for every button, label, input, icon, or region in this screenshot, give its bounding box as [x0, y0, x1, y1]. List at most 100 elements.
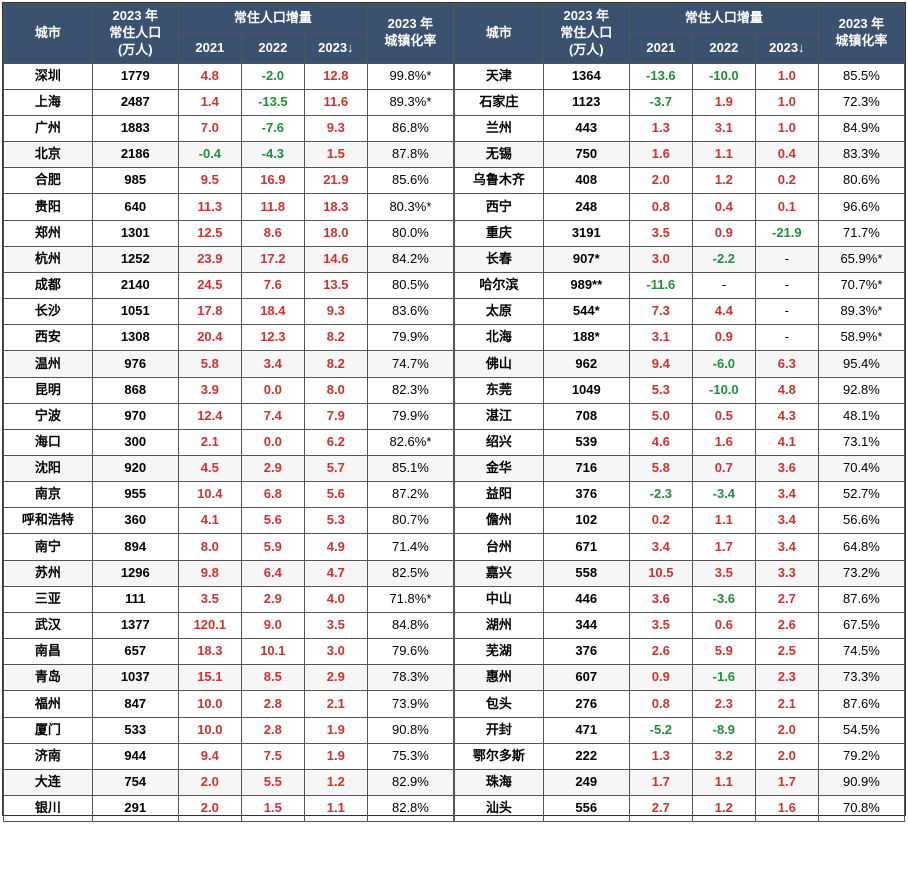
- cell-urban: 83.3%: [818, 142, 904, 168]
- cell-d22: 2.9: [241, 586, 304, 612]
- cell-pop: 443: [543, 115, 629, 141]
- cell-pop: 847: [92, 691, 178, 717]
- cell-d23: 1.5: [304, 142, 367, 168]
- cell-d21: -13.6: [629, 63, 692, 89]
- cell-d21: -5.2: [629, 717, 692, 743]
- cell-d23: 5.7: [304, 456, 367, 482]
- cell-pop: 1364: [543, 63, 629, 89]
- cell-pop: 1779: [92, 63, 178, 89]
- cell-d23: 0.2: [755, 168, 818, 194]
- cell-d23: 7.9: [304, 403, 367, 429]
- cell-d23: 12.8: [304, 63, 367, 89]
- cell-city: 郑州: [4, 220, 93, 246]
- cell-d21: 11.3: [178, 194, 241, 220]
- cell-d22: 5.9: [692, 639, 755, 665]
- cell-d23: 4.1: [755, 429, 818, 455]
- cell-d22: 5.6: [241, 508, 304, 534]
- cell-d21: 4.5: [178, 456, 241, 482]
- cell-d22: 5.5: [241, 769, 304, 795]
- cell-city: 深圳: [4, 63, 93, 89]
- cell-d23: 9.3: [304, 299, 367, 325]
- cell-d23: 2.6: [755, 612, 818, 638]
- cell-d22: 11.8: [241, 194, 304, 220]
- col-2021: 2021: [178, 33, 241, 63]
- cell-pop: 1308: [92, 325, 178, 351]
- cell-city: 芜湖: [455, 639, 544, 665]
- cell-city: 湛江: [455, 403, 544, 429]
- cell-d23: 18.0: [304, 220, 367, 246]
- cell-city: 佛山: [455, 351, 544, 377]
- cell-d21: 10.5: [629, 560, 692, 586]
- cell-urban: 73.9%: [367, 691, 453, 717]
- cell-urban: 96.6%: [818, 194, 904, 220]
- cell-city: 长沙: [4, 299, 93, 325]
- table-row: 广州 1883 7.0 -7.6 9.3 86.8%: [4, 115, 454, 141]
- table-row: 沈阳 920 4.5 2.9 5.7 85.1%: [4, 456, 454, 482]
- cell-city: 苏州: [4, 560, 93, 586]
- table-header: 城市 2023 年常住人口(万人) 常住人口增量 2023 年城镇化率 2021…: [455, 4, 905, 64]
- table-row: 中山 446 3.6 -3.6 2.7 87.6%: [455, 586, 905, 612]
- cell-city: 银川: [4, 796, 93, 822]
- cell-urban: 67.5%: [818, 612, 904, 638]
- cell-city: 三亚: [4, 586, 93, 612]
- col-city: 城市: [455, 4, 544, 64]
- cell-pop: 376: [543, 639, 629, 665]
- cell-d22: -6.0: [692, 351, 755, 377]
- cell-d21: 24.5: [178, 272, 241, 298]
- cell-d21: 120.1: [178, 612, 241, 638]
- cell-pop: 360: [92, 508, 178, 534]
- cell-city: 北京: [4, 142, 93, 168]
- cell-city: 惠州: [455, 665, 544, 691]
- cell-urban: 84.9%: [818, 115, 904, 141]
- cell-d22: 3.4: [241, 351, 304, 377]
- cell-d21: 2.0: [629, 168, 692, 194]
- cell-d23: 3.0: [304, 639, 367, 665]
- cell-d22: 0.9: [692, 220, 755, 246]
- cell-urban: 90.8%: [367, 717, 453, 743]
- cell-pop: 985: [92, 168, 178, 194]
- cell-d22: 3.1: [692, 115, 755, 141]
- cell-city: 鄂尔多斯: [455, 743, 544, 769]
- table-row: 温州 976 5.8 3.4 8.2 74.7%: [4, 351, 454, 377]
- cell-d21: 9.5: [178, 168, 241, 194]
- table-row: 惠州 607 0.9 -1.6 2.3 73.3%: [455, 665, 905, 691]
- cell-urban: 70.8%: [818, 796, 904, 822]
- cell-d22: 1.1: [692, 508, 755, 534]
- cell-pop: 1049: [543, 377, 629, 403]
- table-row: 金华 716 5.8 0.7 3.6 70.4%: [455, 456, 905, 482]
- cell-d23: -: [755, 272, 818, 298]
- cell-d23: 8.2: [304, 325, 367, 351]
- cell-d23: 1.9: [304, 717, 367, 743]
- cell-d22: -2.0: [241, 63, 304, 89]
- cell-city: 福州: [4, 691, 93, 717]
- table-right: 城市 2023 年常住人口(万人) 常住人口增量 2023 年城镇化率 2021…: [454, 3, 905, 822]
- cell-d23: 2.1: [304, 691, 367, 717]
- table-row: 开封 471 -5.2 -8.9 2.0 54.5%: [455, 717, 905, 743]
- cell-d23: 0.1: [755, 194, 818, 220]
- cell-pop: 1377: [92, 612, 178, 638]
- cell-pop: 1123: [543, 89, 629, 115]
- table-row: 包头 276 0.8 2.3 2.1 87.6%: [455, 691, 905, 717]
- cell-d22: 1.6: [692, 429, 755, 455]
- cell-d21: 1.4: [178, 89, 241, 115]
- table-row: 佛山 962 9.4 -6.0 6.3 95.4%: [455, 351, 905, 377]
- table-row: 汕头 556 2.7 1.2 1.6 70.8%: [455, 796, 905, 822]
- cell-d21: 3.0: [629, 246, 692, 272]
- cell-urban: 48.1%: [818, 403, 904, 429]
- cell-city: 绍兴: [455, 429, 544, 455]
- cell-pop: 376: [543, 482, 629, 508]
- cell-d22: -7.6: [241, 115, 304, 141]
- table-row: 哈尔滨 989** -11.6 - - 70.7%*: [455, 272, 905, 298]
- cell-d21: 2.6: [629, 639, 692, 665]
- cell-city: 珠海: [455, 769, 544, 795]
- cell-urban: 71.7%: [818, 220, 904, 246]
- cell-pop: 970: [92, 403, 178, 429]
- cell-pop: 344: [543, 612, 629, 638]
- cell-urban: 87.6%: [818, 586, 904, 612]
- cell-city: 台州: [455, 534, 544, 560]
- cell-d22: -2.2: [692, 246, 755, 272]
- cell-city: 沈阳: [4, 456, 93, 482]
- cell-pop: 249: [543, 769, 629, 795]
- cell-d21: 5.8: [178, 351, 241, 377]
- cell-pop: 976: [92, 351, 178, 377]
